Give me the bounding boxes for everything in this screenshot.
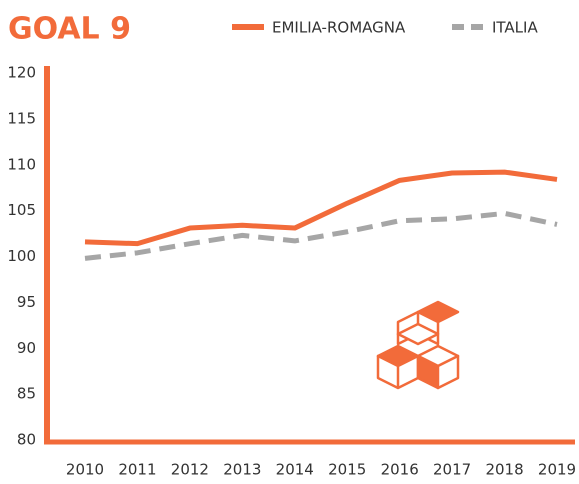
legend-label: EMILIA-ROMAGNA [272,19,406,37]
y-tick-label: 100 [7,247,36,265]
x-tick-label: 2015 [328,461,366,479]
chart-title: GOAL 9 [8,12,131,47]
series-line [84,210,558,261]
x-tick-label: 2017 [433,461,471,479]
y-tick-label: 90 [17,339,36,357]
y-tick-label: 105 [7,201,36,219]
y-tick-label: 110 [7,155,36,173]
x-tick-label: 2018 [485,461,523,479]
x-tick-label: 2014 [276,461,314,479]
y-tick-label: 95 [17,293,36,311]
y-tick-label: 115 [7,109,36,127]
legend-label: ITALIA [492,19,538,37]
x-tick-label: 2013 [223,461,261,479]
series-line [84,169,558,247]
y-tick-label: 120 [7,64,36,82]
x-tick-label: 2011 [118,461,156,479]
y-tick-label: 80 [17,431,36,449]
x-tick-label: 2012 [171,461,209,479]
y-tick-label: 85 [17,385,36,403]
x-tick-label: 2016 [381,461,419,479]
x-tick-label: 2010 [66,461,104,479]
x-tick-label: 2019 [538,461,576,479]
decorative-cubes [376,300,460,390]
